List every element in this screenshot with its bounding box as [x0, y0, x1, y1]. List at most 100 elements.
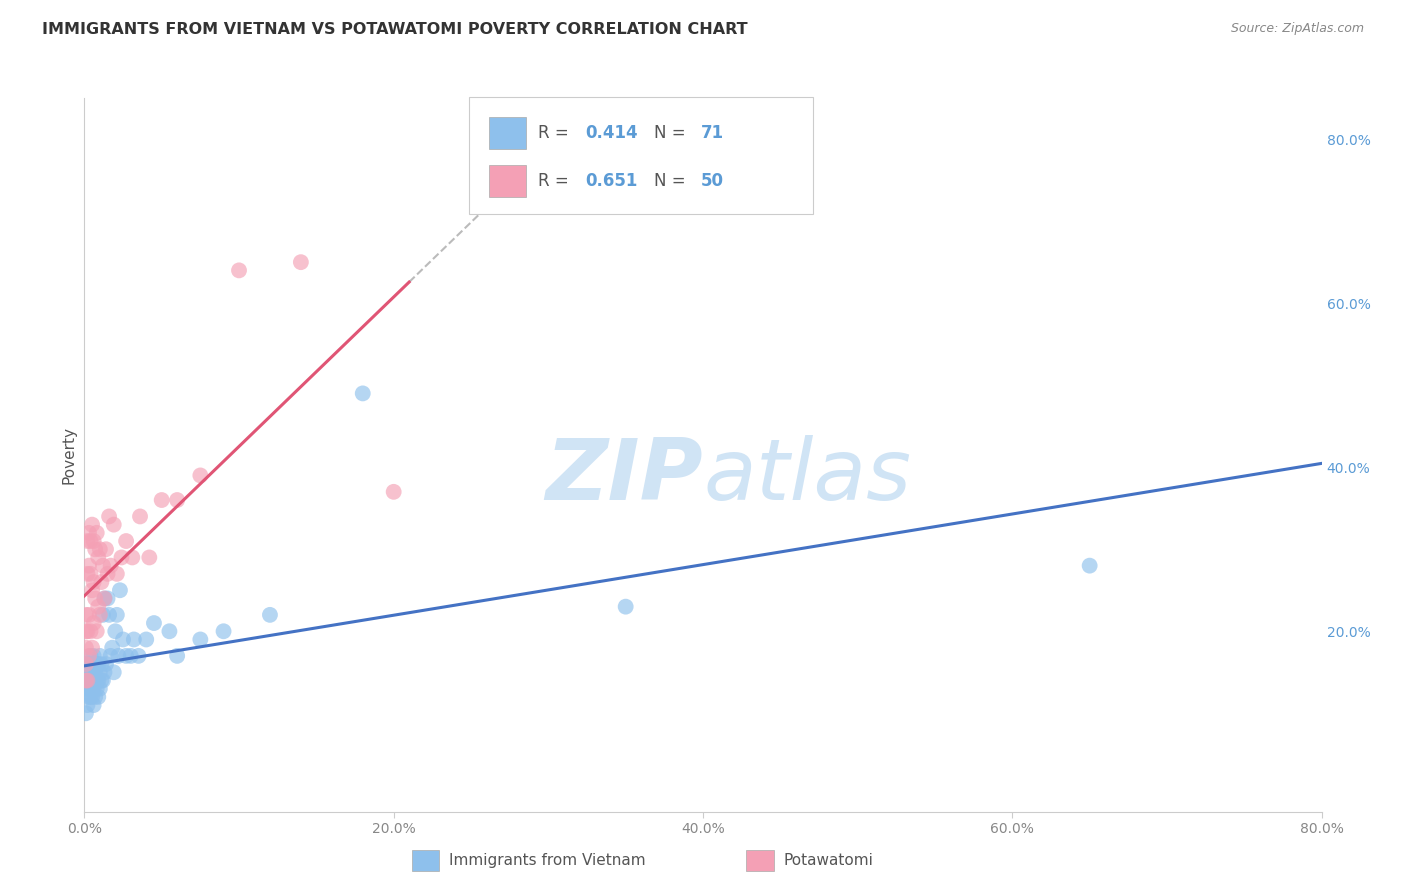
Point [79, 534, 101, 549]
Point [115, 648, 138, 663]
Point [75, 706, 97, 721]
Text: 0.414: 0.414 [585, 124, 638, 142]
Point [135, 632, 157, 647]
Point [83, 616, 105, 631]
Point [382, 484, 405, 499]
Point [138, 550, 160, 565]
Point [76, 673, 98, 688]
Point [83, 698, 105, 712]
Point [103, 517, 125, 532]
Point [259, 607, 281, 622]
Point [98, 607, 121, 622]
Point [93, 591, 115, 606]
Point [90, 657, 112, 671]
Point [93, 665, 115, 680]
Point [77, 665, 100, 680]
Point [83, 665, 105, 680]
Point [129, 509, 152, 524]
Point [94, 657, 117, 671]
Point [105, 607, 128, 622]
Point [82, 517, 104, 532]
Point [75, 657, 97, 671]
Point [108, 583, 131, 598]
Point [86, 657, 108, 671]
Point [84, 665, 107, 680]
Point [84, 542, 107, 557]
Point [89, 648, 111, 663]
Point [79, 665, 101, 680]
Point [75, 624, 97, 639]
Point [83, 575, 105, 590]
Point [159, 624, 181, 639]
Point [83, 534, 105, 549]
Point [79, 566, 101, 581]
Point [103, 665, 125, 680]
Point [77, 558, 100, 573]
Point [100, 558, 122, 573]
Point [76, 681, 98, 696]
Point [83, 648, 105, 663]
Point [107, 648, 129, 663]
Point [77, 681, 100, 696]
Text: 50: 50 [700, 172, 724, 190]
Point [82, 673, 104, 688]
Point [87, 657, 110, 671]
Point [120, 648, 142, 663]
Point [104, 624, 127, 639]
Point [84, 690, 107, 704]
Point [90, 575, 112, 590]
Text: R =: R = [538, 124, 575, 142]
Point [128, 648, 150, 663]
Point [76, 566, 98, 581]
Point [87, 690, 110, 704]
Point [101, 640, 124, 655]
Text: N =: N = [654, 124, 690, 142]
Point [75, 681, 97, 696]
Point [84, 657, 107, 671]
FancyBboxPatch shape [489, 165, 526, 196]
Point [82, 681, 104, 696]
Point [79, 673, 101, 688]
Text: ZIP: ZIP [546, 434, 703, 518]
Text: 71: 71 [700, 124, 724, 142]
Point [352, 386, 374, 401]
Point [86, 525, 108, 540]
Point [188, 468, 212, 483]
Point [76, 665, 98, 680]
Point [84, 673, 107, 688]
Point [105, 566, 128, 581]
Point [188, 632, 212, 647]
Point [76, 534, 98, 549]
Point [150, 493, 173, 508]
Point [90, 673, 112, 688]
Point [82, 665, 104, 680]
Text: R =: R = [538, 172, 575, 190]
Point [89, 607, 111, 622]
Point [75, 607, 97, 622]
Point [122, 632, 145, 647]
Point [75, 640, 97, 655]
Point [77, 690, 100, 704]
Point [121, 550, 143, 565]
Point [75, 673, 97, 688]
Point [290, 255, 312, 269]
Point [77, 648, 100, 663]
Y-axis label: Poverty: Poverty [60, 425, 76, 484]
Point [86, 681, 108, 696]
Point [79, 690, 101, 704]
FancyBboxPatch shape [412, 849, 440, 871]
Point [76, 698, 98, 712]
Text: Immigrants from Vietnam: Immigrants from Vietnam [450, 853, 645, 868]
Text: Source: ZipAtlas.com: Source: ZipAtlas.com [1230, 22, 1364, 36]
Point [82, 640, 104, 655]
Text: atlas: atlas [703, 434, 911, 518]
Point [83, 681, 105, 696]
Point [82, 583, 104, 598]
Point [212, 624, 235, 639]
Point [166, 493, 188, 508]
Point [100, 648, 122, 663]
Point [76, 657, 98, 671]
Point [86, 673, 108, 688]
Point [91, 673, 114, 688]
Point [79, 648, 101, 663]
